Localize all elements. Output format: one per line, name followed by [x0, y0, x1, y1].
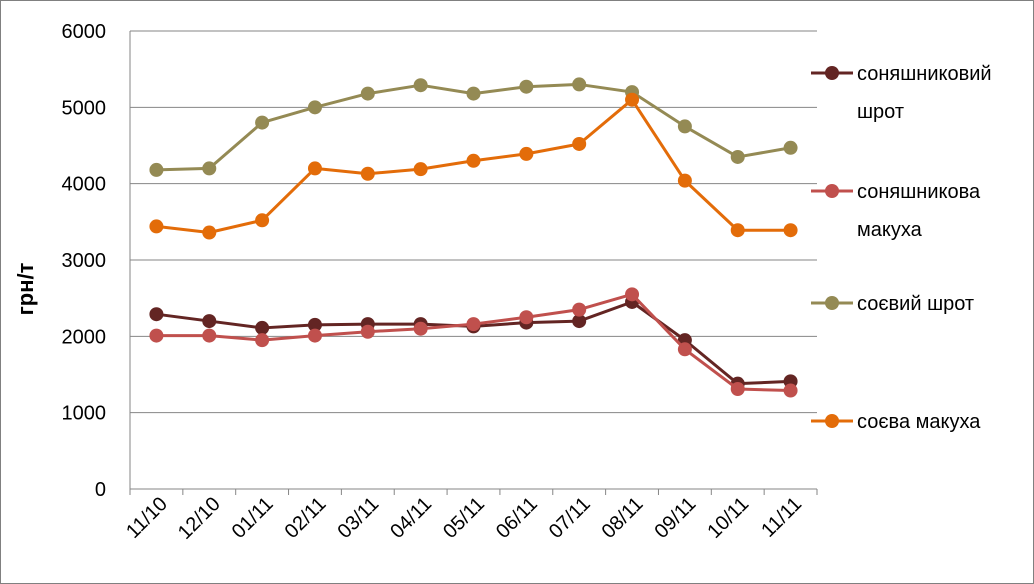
data-point	[572, 77, 587, 92]
legend-label: соєва макуха	[857, 411, 981, 433]
data-point	[255, 115, 270, 130]
y-tick-label: 4000	[62, 174, 107, 196]
legend-marker	[825, 184, 839, 198]
data-point	[730, 149, 745, 164]
data-point	[783, 223, 798, 238]
data-point	[677, 173, 692, 188]
data-point	[730, 382, 745, 397]
x-tick-label: 05/11	[439, 493, 489, 543]
data-point	[307, 328, 322, 343]
series-line	[156, 300, 791, 386]
data-point	[149, 307, 164, 322]
data-point	[572, 136, 587, 151]
data-point	[783, 140, 798, 155]
y-axis-title: грн/т	[13, 262, 38, 315]
data-point	[519, 146, 534, 161]
data-point	[413, 162, 428, 177]
legend-marker	[825, 66, 839, 80]
x-tick-label: 06/11	[492, 493, 542, 543]
y-tick-label: 3000	[62, 250, 107, 272]
legend-marker	[825, 296, 839, 310]
data-point	[149, 162, 164, 177]
x-tick-label: 03/11	[333, 493, 383, 543]
x-tick-label: 08/11	[598, 493, 648, 543]
data-point	[360, 166, 375, 181]
legend-label: соняшниковий	[857, 63, 992, 85]
data-point	[730, 223, 745, 238]
legend-label: макуха	[857, 219, 923, 241]
data-point	[572, 314, 587, 329]
data-point	[783, 383, 798, 398]
data-point	[307, 317, 322, 332]
data-point	[413, 321, 428, 336]
data-point	[625, 92, 640, 107]
data-point	[677, 119, 692, 134]
data-point	[360, 324, 375, 339]
y-tick-label: 6000	[62, 21, 107, 43]
data-point	[202, 225, 217, 240]
data-point	[202, 161, 217, 176]
data-point	[572, 302, 587, 317]
data-point	[149, 219, 164, 234]
data-point	[307, 100, 322, 115]
data-point	[625, 287, 640, 302]
x-tick-label: 01/11	[228, 493, 278, 543]
data-point	[466, 86, 481, 101]
data-point	[519, 79, 534, 94]
x-tick-label: 04/11	[386, 493, 436, 543]
data-point	[255, 213, 270, 228]
data-point	[677, 342, 692, 357]
x-tick-label: 02/11	[281, 493, 331, 543]
data-point	[307, 161, 322, 176]
x-tick-label: 07/11	[545, 493, 595, 543]
x-tick-label: 12/10	[174, 493, 225, 544]
data-point	[360, 86, 375, 101]
data-point	[202, 314, 217, 329]
y-tick-label: 1000	[62, 403, 107, 425]
x-tick-label: 11/11	[757, 493, 806, 542]
y-tick-label: 2000	[62, 326, 107, 348]
x-tick-label: 09/11	[651, 493, 701, 543]
x-tick-label: 10/11	[703, 493, 753, 543]
data-point	[413, 78, 428, 93]
data-point	[149, 328, 164, 343]
legend-marker	[825, 414, 839, 428]
legend-label: соєвий шрот	[857, 293, 974, 315]
series-line	[156, 292, 791, 393]
data-point	[466, 153, 481, 168]
y-tick-label: 5000	[62, 97, 107, 119]
legend-label: соняшникова	[857, 181, 981, 203]
data-point	[255, 320, 270, 335]
data-point	[519, 310, 534, 325]
data-point	[255, 333, 270, 348]
legend-label: шрот	[857, 101, 904, 123]
data-point	[466, 317, 481, 332]
data-point	[202, 328, 217, 343]
y-tick-label: 0	[95, 479, 106, 501]
x-tick-label: 11/10	[122, 493, 172, 543]
